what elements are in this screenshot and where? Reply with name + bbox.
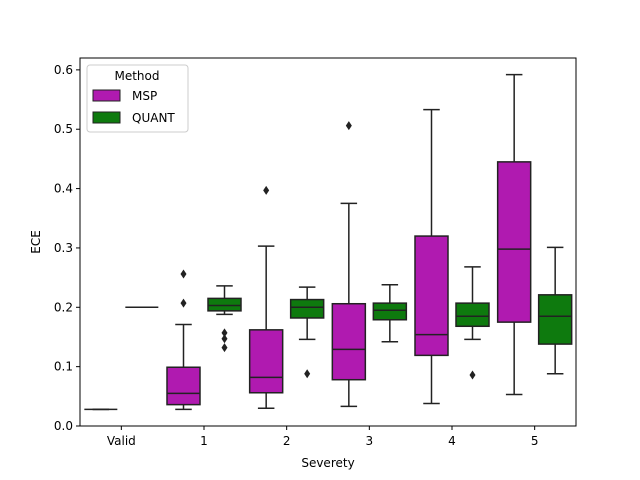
box-msp-5 <box>496 73 532 396</box>
x-tick-label: 2 <box>283 434 291 448</box>
box-iqr <box>455 302 490 328</box>
x-tick-label: 3 <box>366 434 374 448</box>
plot-layer <box>84 73 573 411</box>
y-tick-label: 0.2 <box>54 300 73 314</box>
box-quant-3 <box>372 283 408 343</box>
box-iqr <box>166 366 201 406</box>
box-iqr <box>496 161 532 323</box>
y-tick-label: 0.5 <box>54 122 73 136</box>
y-tick-label: 0.0 <box>54 419 73 433</box>
box-quant-4 <box>455 266 490 380</box>
outlier-point <box>221 343 228 353</box>
axes-layer: 0.0 0.1 0.2 0.3 0.4 0.5 0.6 Valid 1 2 3 4 5 <box>54 57 577 448</box>
box-msp-4 <box>414 108 449 405</box>
box-quant-5 <box>537 246 573 375</box>
legend-title: Method <box>114 69 159 83</box>
legend-label-msp: MSP <box>132 89 157 103</box>
legend-swatch-msp <box>92 89 121 102</box>
y-tick-label: 0.1 <box>54 360 73 374</box>
box-iqr <box>207 297 242 312</box>
outlier-point <box>180 269 187 279</box>
outlier-point <box>469 370 476 380</box>
outlier-point <box>263 185 270 195</box>
box-iqr <box>537 294 573 345</box>
x-tick-label: 5 <box>531 434 539 448</box>
box-iqr <box>289 298 325 319</box>
box-msp-2 <box>248 185 284 409</box>
x-axis-label: Severety <box>301 456 354 470</box>
box-quant-1 <box>207 285 242 353</box>
x-tick-label: 1 <box>200 434 208 448</box>
x-tick-label: 4 <box>448 434 456 448</box>
y-tick-label: 0.6 <box>54 63 73 77</box>
box-iqr <box>248 329 284 394</box>
y-tick-label: 0.4 <box>54 182 73 196</box>
box-msp-1 <box>166 269 201 411</box>
outlier-point <box>180 298 187 308</box>
box-iqr <box>331 302 367 381</box>
outlier-point <box>345 121 352 131</box>
legend-swatch-quant <box>92 111 121 124</box>
outlier-point <box>304 369 311 379</box>
plot-frame <box>79 57 577 427</box>
y-tick-label: 0.3 <box>54 241 73 255</box>
box-quant-2 <box>289 286 325 379</box>
box-iqr <box>414 235 449 357</box>
box-msp-3 <box>331 121 367 408</box>
legend-label-quant: QUANT <box>132 111 175 125</box>
box-iqr <box>372 302 408 321</box>
y-axis-label: ECE <box>29 230 43 254</box>
x-tick-label: Valid <box>107 434 136 448</box>
outlier-point <box>221 328 228 338</box>
outlier-point <box>221 334 228 344</box>
legend: Method MSP QUANT <box>86 64 189 133</box>
